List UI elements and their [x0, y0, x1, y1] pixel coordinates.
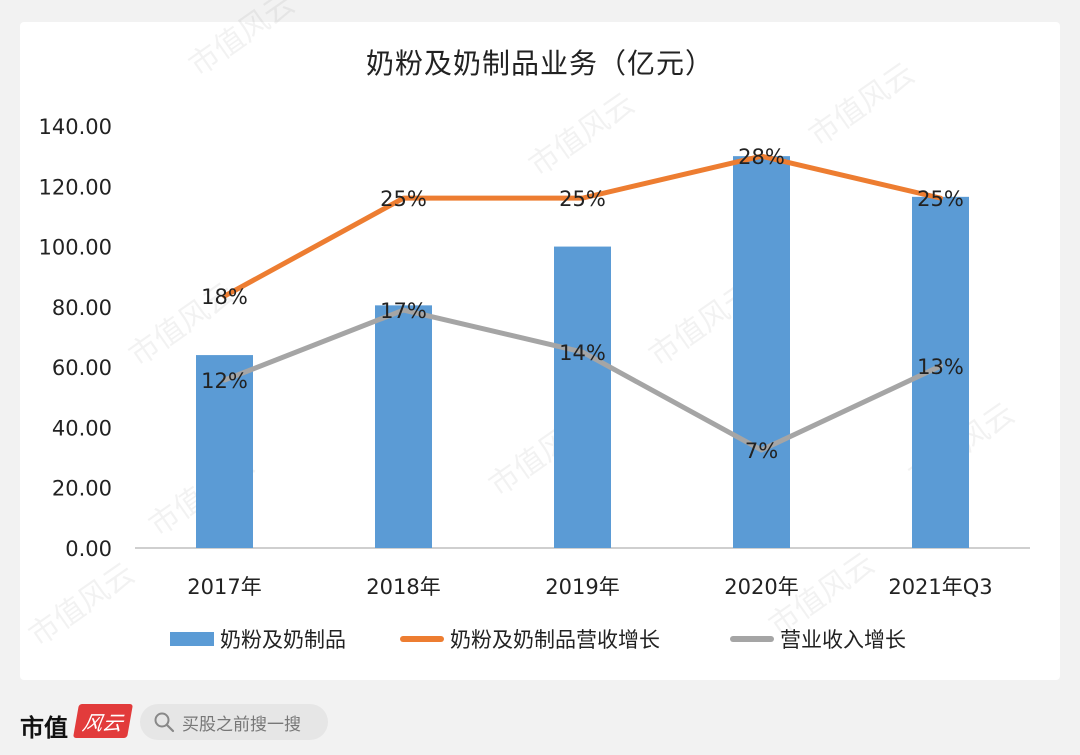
data-label: 7% — [745, 439, 778, 463]
footer-bar: 市值 风云 买股之前搜一搜 — [0, 690, 1080, 755]
legend-swatch-bar — [170, 632, 214, 646]
legend-swatch-gray — [730, 636, 774, 642]
legend-swatch-orange — [400, 636, 444, 642]
bar — [554, 246, 611, 549]
legend-label: 奶粉及奶制品营收增长 — [450, 628, 660, 652]
data-label: 25% — [380, 187, 427, 211]
search-placeholder: 买股之前搜一搜 — [182, 714, 301, 735]
y-tick-label: 20.00 — [52, 477, 112, 501]
data-label: 12% — [201, 369, 248, 393]
y-tick-label: 40.00 — [52, 416, 112, 440]
brand-logo-text: 市值 — [20, 713, 68, 742]
y-tick-label: 120.00 — [39, 175, 112, 199]
data-label: 18% — [201, 285, 248, 309]
legend-item-orange-line: 奶粉及奶制品营收增长 — [400, 624, 660, 654]
x-tick-label: 2018年 — [366, 575, 440, 599]
bar — [375, 305, 432, 548]
x-tick-label: 2020年 — [724, 575, 798, 599]
bar — [196, 355, 253, 548]
x-tick-label: 2019年 — [545, 575, 619, 599]
search-icon — [154, 712, 175, 733]
legend-label: 奶粉及奶制品 — [220, 628, 346, 652]
y-tick-label: 140.00 — [39, 115, 112, 139]
y-tick-label: 0.00 — [65, 537, 112, 561]
chart-card — [20, 22, 1060, 680]
series-line — [222, 307, 943, 453]
data-label: 14% — [559, 341, 606, 365]
y-tick-label: 100.00 — [39, 236, 112, 260]
x-tick-label: 2021年Q3 — [888, 575, 992, 599]
y-tick-label: 60.00 — [52, 356, 112, 380]
legend-item-gray-line: 营业收入增长 — [730, 624, 906, 654]
series-line — [222, 153, 943, 299]
data-label: 28% — [738, 145, 785, 169]
legend-label: 营业收入增长 — [780, 628, 906, 652]
bar — [733, 156, 790, 548]
search-box[interactable]: 买股之前搜一搜 — [140, 704, 328, 740]
brand-logo-mark: 风云 — [73, 704, 133, 738]
legend-item-bar: 奶粉及奶制品 — [170, 624, 346, 654]
chart-legend: 奶粉及奶制品 奶粉及奶制品营收增长 营业收入增长 — [0, 624, 1080, 660]
x-tick-label: 2017年 — [187, 575, 261, 599]
brand-mark-text: 风云 — [80, 710, 125, 735]
y-tick-label: 80.00 — [52, 296, 112, 320]
data-label: 13% — [917, 355, 964, 379]
data-label: 17% — [380, 299, 427, 323]
data-label: 25% — [559, 187, 606, 211]
chart-plot: 0.00 20.00 40.00 60.00 80.00 100.00 120.00 140.… — [39, 115, 1030, 599]
chart-title: 奶粉及奶制品业务（亿元） — [365, 47, 714, 80]
data-label: 25% — [917, 187, 964, 211]
